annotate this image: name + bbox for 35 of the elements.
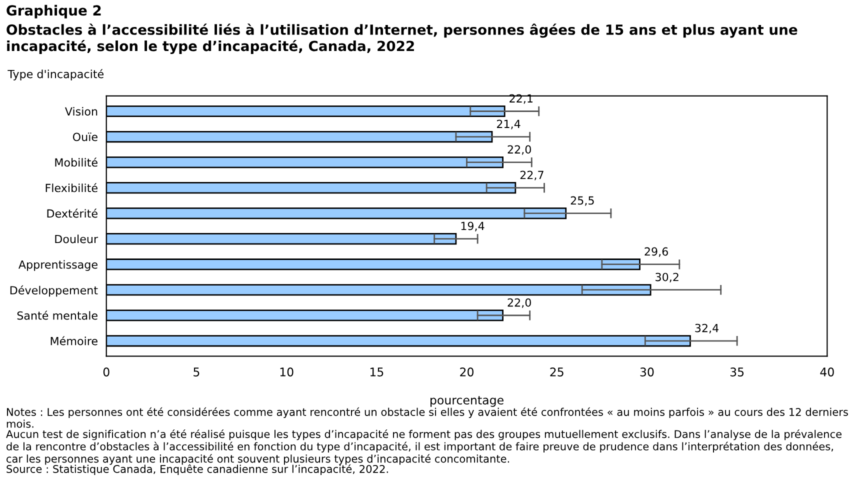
data-label: 30,2 [656, 272, 678, 282]
y-axis-title: Type d'incapacité [8, 69, 104, 80]
chart-subtitle: Obstacles à l’accessibilité liés à l’utilisation d’Internet, personnes âgées de 15 ans et plus ayant une incapacité, selon le type d’incapacité, Canada, 2022 [6, 24, 798, 54]
source-note: Source : Statistique Canada, Enquête canadienne sur l’incapacité, 2022. [6, 464, 388, 476]
text: Aucun test de signification n’a été réalisé puisque les types d’incapacité ne forment pas des groupes mutuellement exclusifs. Dans l’analyse de la prévalence de la rencontre d’obstacles à l’accessibilité en fonction du type d’incapacité, il est important de faire preuve de prudence dans l’interprétation des données, car les personnes ayant une incapacité ont souvent plusieurs types d’incapacité concomitante. [6, 429, 842, 465]
x-tick-label: 25 [550, 368, 564, 376]
y-tick-label: Mémoire [50, 336, 98, 346]
data-label: 21,4 [496, 120, 520, 130]
x-tick-label: 40 [820, 368, 834, 376]
x-tick-label: 10 [280, 368, 294, 376]
y-tick-label: Douleur [55, 234, 98, 244]
x-axis-title: pourcentage [430, 396, 504, 407]
y-tick-label: Mobilité [55, 158, 98, 167]
x-tick-label: 5 [194, 368, 200, 376]
x-tick-label: 0 [103, 368, 110, 376]
y-tick-label: Santé mentale [17, 310, 98, 320]
data-label: 32,4 [695, 324, 719, 334]
y-tick-label: Flexibilité [46, 183, 98, 192]
data-label: 29,6 [644, 247, 668, 257]
y-tick-label: Apprentissage [18, 260, 98, 271]
data-label: 19,4 [461, 222, 484, 232]
text: Notes : Les personnes ont été considérées comme ayant rencontré un obstacle si elles y avaient été confrontées « au moins parfois » au cours des 12 derniers mois. [6, 407, 848, 428]
y-tick-label: Ouïe [72, 132, 98, 142]
data-label: 22,0 [508, 145, 531, 155]
data-label: 25,5 [570, 196, 594, 206]
y-tick-label: Vision [64, 107, 98, 116]
data-label: 22,0 [508, 298, 531, 308]
x-tick-label: 30 [640, 368, 654, 376]
x-tick-label: 20 [460, 368, 474, 376]
chart-title: Graphique 2 [6, 4, 101, 18]
data-label: 22,7 [520, 170, 544, 180]
x-tick-label: 35 [730, 368, 744, 376]
y-tick-label: Développement [10, 285, 98, 297]
x-tick-label: 15 [370, 368, 384, 376]
y-tick-label: Dextérité [47, 208, 98, 218]
